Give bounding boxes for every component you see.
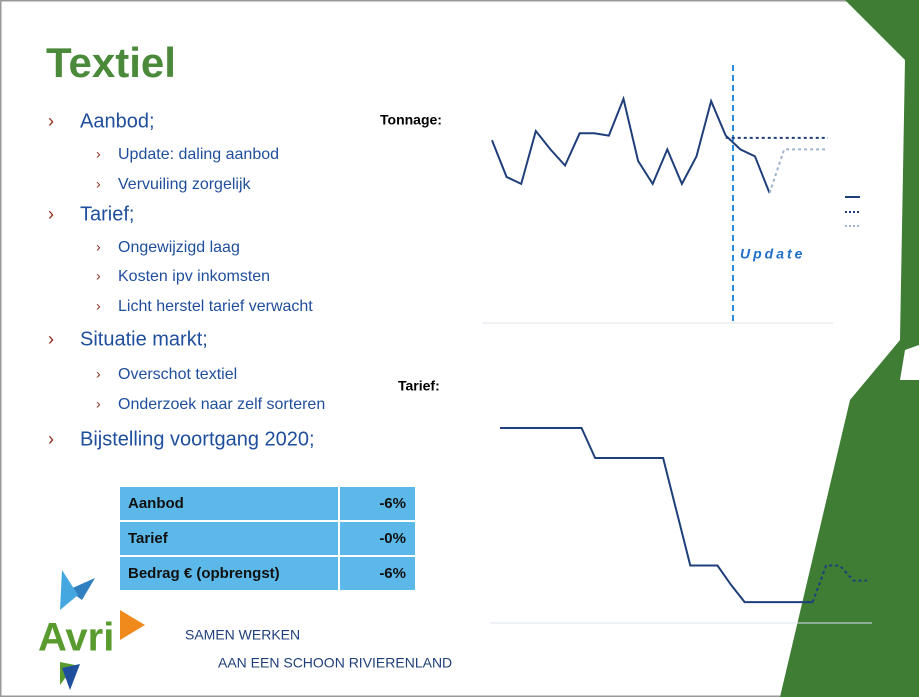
table-cell bbox=[340, 522, 415, 555]
table-text: Tarief bbox=[128, 530, 169, 547]
bullet-marker: › bbox=[96, 396, 101, 412]
sub-bullet: Update: daling aanbod bbox=[118, 146, 279, 163]
bullet-marker: › bbox=[48, 111, 54, 131]
charts bbox=[482, 95, 872, 624]
bullet-marker: › bbox=[96, 146, 101, 162]
title: Textiel bbox=[46, 39, 176, 86]
bullet-marker: › bbox=[48, 204, 54, 224]
bullet-marker: › bbox=[96, 176, 101, 192]
data-line bbox=[491, 95, 771, 194]
bullet-marker: › bbox=[96, 239, 101, 255]
sub-bullet: Ongewijzigd laag bbox=[118, 239, 240, 256]
table-cell bbox=[340, 487, 415, 520]
table-text: -6% bbox=[379, 495, 406, 512]
table-cell bbox=[120, 522, 338, 555]
table-cell bbox=[120, 487, 338, 520]
table: Aanbod -6% Tarief -0% Bedrag € (opbrengst) -6… bbox=[120, 487, 415, 590]
green-band bbox=[780, 0, 919, 697]
logo: Avri bbox=[38, 616, 114, 660]
notch bbox=[900, 345, 919, 380]
data-line bbox=[768, 148, 828, 194]
sub-bullet: Kosten ipv inkomsten bbox=[118, 268, 270, 285]
sub-bullet: Overschot textiel bbox=[118, 366, 237, 383]
logo-shape bbox=[60, 570, 78, 610]
bullet-marker: › bbox=[48, 329, 54, 349]
slogan: AAN EEN SCHOON RIVIERENLAND bbox=[218, 655, 452, 671]
table-cell bbox=[340, 557, 415, 590]
table-text: Bedrag € (opbrengst) bbox=[128, 565, 280, 582]
bullet: Tarief; bbox=[80, 203, 134, 225]
data-line bbox=[811, 564, 867, 603]
slogan: SAMEN WERKEN bbox=[185, 627, 300, 643]
table-text: -0% bbox=[379, 530, 406, 547]
table-text: Aanbod bbox=[128, 495, 184, 512]
bullets: › Aanbod; › Update: daling aanbod › Vervuilin… bbox=[48, 110, 325, 450]
bullet: Bijstelling voortgang 2020; bbox=[80, 428, 315, 450]
logo-shape bbox=[120, 610, 145, 640]
sub-bullet: Licht herstel tarief verwacht bbox=[118, 298, 313, 315]
logo-shape bbox=[62, 664, 80, 690]
sub-bullet: Vervuiling zorgelijk bbox=[118, 176, 252, 193]
data-line bbox=[500, 426, 813, 604]
bullet: Aanbod; bbox=[80, 110, 155, 132]
table-text: -6% bbox=[379, 565, 406, 582]
bullet-marker: › bbox=[48, 429, 54, 449]
bullet-marker: › bbox=[96, 268, 101, 284]
bullet: Situatie markt; bbox=[80, 328, 208, 350]
bullet-marker: › bbox=[96, 366, 101, 382]
bullet-marker: › bbox=[96, 298, 101, 314]
chart-label: Tarief: bbox=[398, 378, 440, 394]
sub-bullet: Onderzoek naar zelf sorteren bbox=[118, 396, 325, 413]
chart-label: Tonnage: bbox=[380, 112, 442, 128]
annotation: Update bbox=[740, 246, 805, 262]
table-cell bbox=[120, 557, 338, 590]
